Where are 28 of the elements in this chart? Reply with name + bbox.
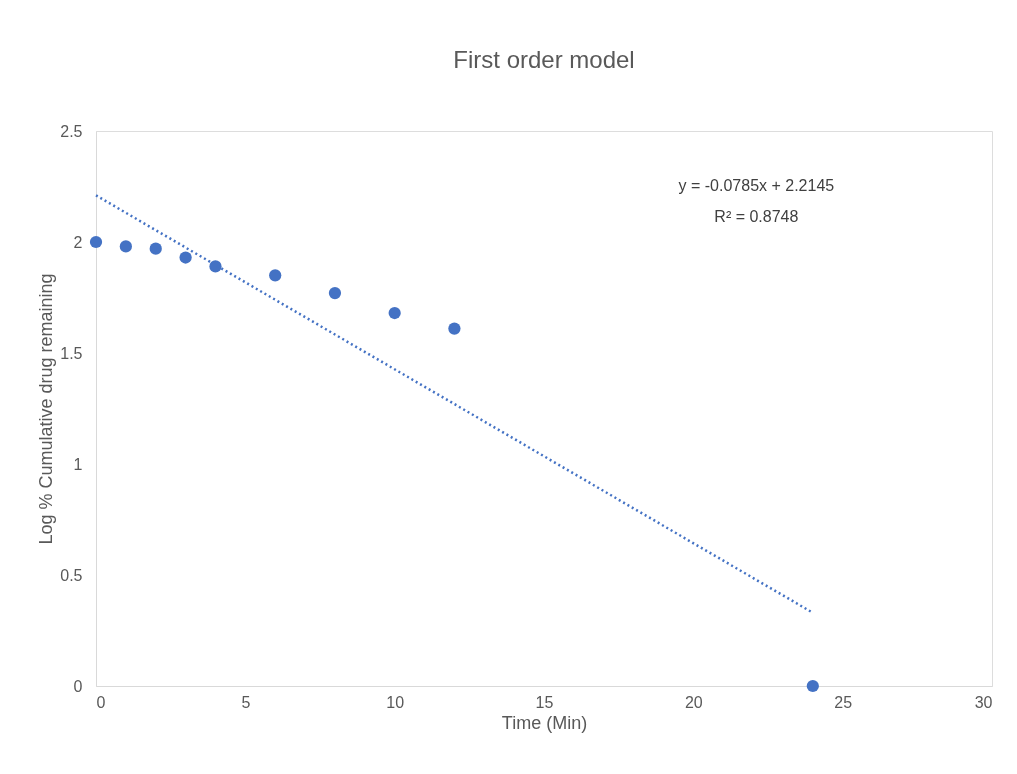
x-tick-label: 30 [974,693,993,711]
y-axis-title: Log % Cumulative drug remaining [36,273,57,545]
point [328,286,342,300]
x-tick-label: 0 [96,693,106,711]
point [149,242,162,255]
x-tick-label: 5 [241,693,251,711]
y-tick-label: 2 [73,233,83,251]
x-tick-label: 10 [386,693,405,711]
point [209,260,222,273]
y-tick-label: 1.5 [60,344,83,362]
x-tick-label: 20 [684,693,703,711]
annotation: y = -0.0785x + 2.2145 [678,177,835,194]
y-tick-label: 1 [73,455,83,473]
point [806,679,819,693]
point [269,269,282,282]
y-tick-label: 0.5 [60,566,83,584]
y-tick-label: 0 [73,677,83,695]
chart-title: First order model [453,46,635,73]
point [179,251,192,264]
point [448,322,461,335]
annotation: R² = 0.8748 [714,208,799,225]
point [388,306,401,320]
point [119,240,132,253]
x-tick-label: 15 [535,693,554,711]
point [89,235,103,249]
x-axis-title: Time (Min) [501,712,588,733]
y-tick-label: 2.5 [60,122,83,140]
x-tick-label: 25 [834,693,853,711]
